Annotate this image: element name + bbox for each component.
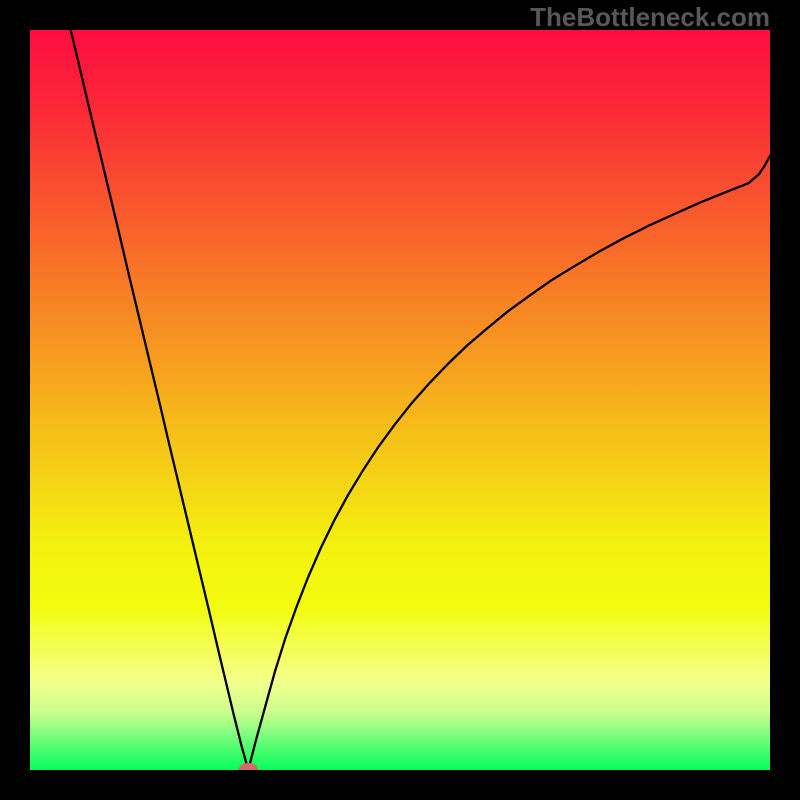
curve-layer: [0, 0, 800, 800]
bottleneck-curve: [71, 30, 770, 770]
frame-bottom: [0, 770, 800, 800]
chart-container: TheBottleneck.com: [0, 0, 800, 800]
frame-right: [770, 0, 800, 800]
frame-left: [0, 0, 30, 800]
watermark-label: TheBottleneck.com: [530, 2, 770, 33]
